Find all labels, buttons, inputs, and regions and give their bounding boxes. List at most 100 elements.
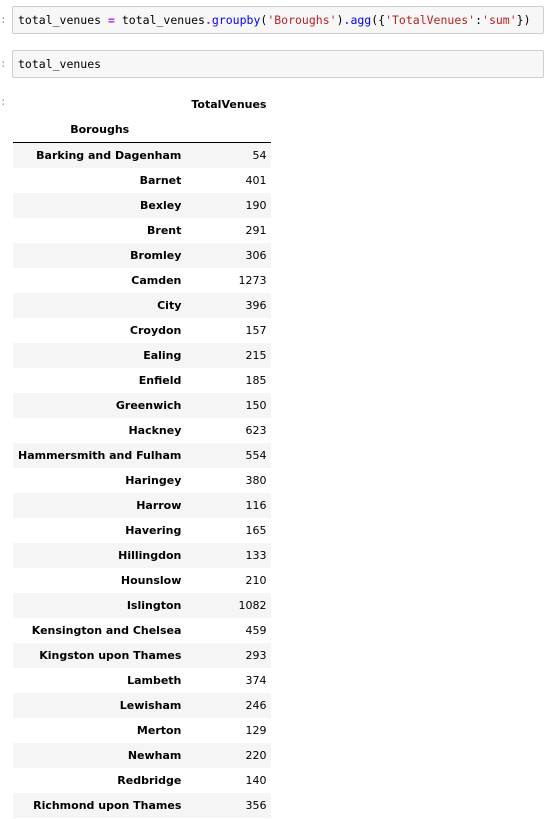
column-header-row: TotalVenues: [13, 92, 271, 117]
row-index-label: Ealing: [143, 348, 182, 362]
table-body: Barking and Dagenham 54 Barnet 401 Bexley 190…: [13, 142, 272, 819]
code-token: }): [516, 13, 531, 27]
row-value: 129: [245, 723, 267, 737]
row-value: 293: [245, 648, 267, 662]
code-cell-1[interactable]: : total_venues = total_venues.groupby('B…: [0, 6, 544, 36]
table-row: Bromley 306: [13, 242, 272, 268]
table-row: Bexley 190: [13, 192, 272, 218]
row-index-label: Bromley: [130, 248, 182, 262]
row-index-label: Bexley: [140, 198, 182, 212]
row-value: 554: [245, 448, 267, 462]
table-row: Kensington and Chelsea 459: [13, 618, 271, 643]
row-index-label: Merton: [136, 723, 182, 737]
row-index-label: Croydon: [129, 323, 182, 337]
row-value: 157: [245, 323, 267, 337]
row-index-label: Hillingdon: [118, 548, 182, 562]
code-token: 'sum': [482, 13, 517, 27]
row-value: 220: [245, 748, 267, 762]
table-row: Ealing 215: [13, 342, 272, 368]
table-row: Hackney 623: [13, 418, 271, 443]
row-value: 401: [245, 173, 267, 187]
code-token: 'TotalVenues': [385, 13, 476, 27]
code-cell-2[interactable]: : total_venues: [0, 50, 544, 80]
row-index-label: Kensington and Chelsea: [31, 623, 182, 637]
table-row: Merton 129: [13, 718, 271, 743]
code-token: .: [343, 13, 351, 27]
row-value: 1082: [238, 598, 267, 612]
row-value: 165: [245, 523, 267, 537]
row-value: 190: [245, 198, 267, 212]
code-token: ({: [371, 13, 386, 27]
table-row: Islington 1082: [13, 592, 272, 618]
table-row: Barnet 401: [13, 168, 271, 193]
column-header: TotalVenues: [191, 98, 267, 111]
row-value: 1273: [238, 273, 267, 287]
blank-cell: [186, 117, 272, 143]
code-token: total_venues: [18, 13, 109, 27]
table-row: Newham 220: [13, 742, 272, 768]
row-index-label: Lewisham: [119, 698, 182, 712]
table-row: Barking and Dagenham 54: [13, 142, 272, 168]
row-value: 374: [245, 673, 267, 687]
row-value: 215: [245, 348, 267, 362]
row-index-label: Hackney: [128, 423, 182, 437]
code-editor[interactable]: total_venues: [12, 50, 544, 78]
code-token: groupby: [211, 13, 261, 27]
index-header-row: Boroughs: [13, 117, 272, 143]
row-index-label: Camden: [131, 273, 182, 287]
table-row: City 396: [13, 292, 272, 318]
cell-prompt: :: [0, 13, 7, 26]
code-token: total_venues: [18, 57, 102, 71]
row-index-label: Enfield: [138, 373, 182, 387]
code-token: total_venues: [114, 13, 205, 27]
table-row: Lewisham 246: [13, 692, 272, 718]
table-row: Richmond upon Thames 356: [13, 792, 272, 818]
row-value: 380: [245, 473, 267, 487]
row-value: 623: [245, 423, 267, 437]
row-value: 150: [245, 398, 267, 412]
row-value: 116: [245, 498, 267, 512]
row-index-label: Barking and Dagenham: [36, 148, 182, 162]
row-index-label: Redbridge: [117, 773, 182, 787]
table-row: Havering 165: [13, 518, 271, 543]
row-index-label: Hounslow: [120, 573, 182, 587]
code-editor[interactable]: total_venues = total_venues.groupby('Bor…: [12, 6, 544, 34]
row-index-label: City: [157, 298, 182, 312]
output-prompt: :: [0, 95, 7, 108]
row-value: 246: [245, 698, 267, 712]
row-value: 291: [245, 223, 267, 237]
table-row: Harrow 116: [13, 492, 272, 518]
code-token: .: [204, 13, 212, 27]
row-value: 356: [245, 798, 267, 812]
row-value: 306: [245, 248, 267, 262]
dataframe-table: TotalVenues Boroughs Barking and Dagenha…: [13, 92, 272, 819]
blank-corner: [13, 92, 186, 117]
table-row: Hammersmith and Fulham 554: [13, 442, 272, 468]
row-index-label: Greenwich: [115, 398, 182, 412]
code-token: (: [260, 13, 268, 27]
code-token: agg: [350, 13, 372, 27]
table-row: Greenwich 150: [13, 392, 272, 418]
row-index-label: Islington: [126, 598, 182, 612]
row-index-label: Newham: [127, 748, 182, 762]
row-value: 396: [245, 298, 267, 312]
table-row: Croydon 157: [13, 318, 271, 343]
row-index-label: Barnet: [139, 173, 182, 187]
row-index-label: Haringey: [125, 473, 182, 487]
row-value: 54: [252, 148, 267, 162]
table-row: Redbridge 140: [13, 768, 271, 793]
code-token: ): [336, 13, 344, 27]
row-value: 140: [245, 773, 267, 787]
row-index-label: Harrow: [136, 498, 182, 512]
table-row: Hounslow 210: [13, 568, 271, 593]
row-index-label: Hammersmith and Fulham: [18, 448, 182, 462]
row-value: 459: [245, 623, 267, 637]
row-index-label: Lambeth: [127, 673, 182, 687]
row-index-label: Havering: [125, 523, 182, 537]
table-row: Camden 1273: [13, 268, 271, 293]
row-index-label: Brent: [147, 223, 182, 237]
row-index-label: Richmond upon Thames: [33, 798, 182, 812]
row-value: 210: [245, 573, 267, 587]
row-value: 133: [245, 548, 267, 562]
table-row: Haringey 380: [13, 468, 271, 493]
